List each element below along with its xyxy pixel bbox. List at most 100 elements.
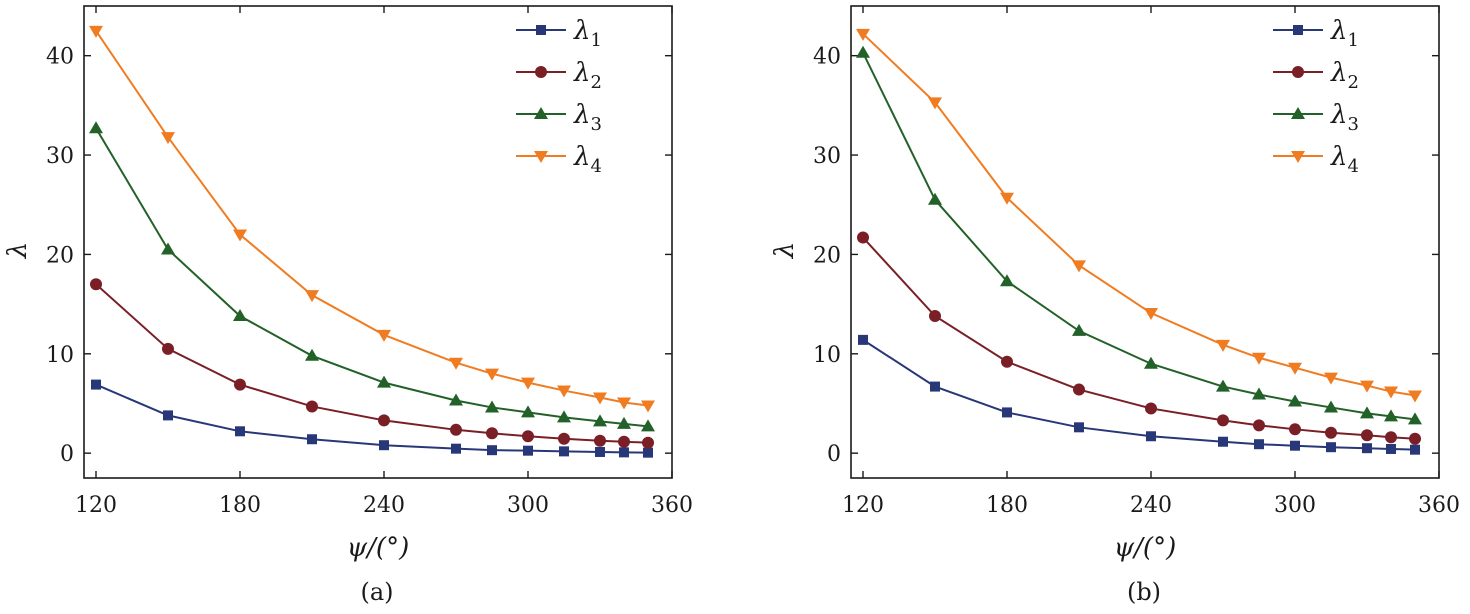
data-point: [449, 393, 463, 406]
data-point: [1360, 406, 1374, 419]
data-point: [928, 97, 942, 110]
data-point: [233, 229, 247, 242]
x-tick-label: 360: [1418, 493, 1460, 518]
data-point: [234, 378, 246, 391]
x-tick-label: 120: [75, 493, 117, 518]
data-point: [1001, 355, 1013, 368]
y-axis-label: λ: [3, 242, 33, 259]
legend-entry: λ4: [1273, 142, 1359, 177]
data-point: [1288, 394, 1302, 407]
data-point: [1254, 439, 1264, 450]
data-point: [1288, 362, 1302, 375]
x-tick-label: 300: [507, 493, 549, 518]
series-4: [89, 25, 655, 413]
data-point: [593, 392, 607, 405]
legend-entry: λ1: [516, 16, 602, 51]
data-point: [643, 447, 653, 458]
data-point: [521, 377, 535, 390]
data-point: [930, 381, 940, 392]
data-point: [521, 405, 535, 418]
legend-entry: λ2: [516, 58, 602, 93]
data-point: [1073, 383, 1085, 396]
data-point: [1290, 440, 1300, 451]
data-point: [1218, 436, 1228, 447]
data-point: [1362, 443, 1372, 454]
y-tick-label: 40: [813, 45, 841, 70]
data-point: [1289, 423, 1301, 436]
data-point: [593, 414, 607, 427]
y-tick-label: 20: [46, 243, 74, 268]
data-point: [161, 242, 175, 255]
data-point: [1410, 444, 1420, 455]
legend-marker: [1291, 107, 1305, 119]
data-point: [557, 410, 571, 423]
legend-entry: λ4: [516, 142, 602, 177]
x-tick-label: 240: [1130, 493, 1172, 518]
data-point: [378, 414, 390, 427]
series-line: [95, 127, 649, 428]
data-point: [1000, 274, 1014, 287]
data-point: [233, 309, 247, 322]
data-point: [557, 385, 571, 398]
y-tick-label: 10: [813, 343, 841, 368]
legend-label: λ3: [573, 100, 602, 135]
data-point: [1074, 422, 1084, 433]
data-point: [485, 368, 499, 381]
data-point: [558, 432, 570, 445]
x-axis-label: ψ/(°): [1114, 533, 1176, 563]
data-point: [856, 45, 870, 58]
legend-label: λ2: [573, 58, 602, 93]
legend-entry: λ2: [1273, 58, 1359, 93]
data-point: [1408, 390, 1422, 403]
y-axis-label: λ: [770, 242, 800, 259]
legend-label: λ1: [1330, 16, 1359, 51]
data-point: [1253, 419, 1265, 432]
data-point: [617, 397, 631, 410]
data-point: [163, 410, 173, 421]
data-point: [235, 426, 245, 437]
plot-frame: [83, 5, 673, 479]
data-point: [487, 445, 497, 456]
x-axis-label: ψ/(°): [347, 533, 409, 563]
legend-marker: [534, 107, 548, 119]
data-point: [1252, 352, 1266, 365]
data-point: [619, 447, 629, 458]
legend-label: λ4: [1330, 142, 1359, 177]
data-point: [617, 416, 631, 429]
series-2: [857, 231, 1421, 445]
series-3: [89, 121, 655, 432]
data-point: [522, 430, 534, 443]
data-point: [305, 348, 319, 361]
legend-entry: λ3: [516, 100, 602, 135]
data-point: [1217, 414, 1229, 427]
panel-caption: (b): [1127, 578, 1161, 606]
data-point: [1325, 426, 1337, 439]
data-point: [857, 231, 869, 244]
data-point: [1146, 431, 1156, 442]
y-tick-label: 40: [46, 45, 74, 70]
data-point: [618, 435, 630, 448]
data-point: [449, 357, 463, 370]
data-point: [858, 334, 868, 345]
data-point: [1216, 379, 1230, 392]
legend-entry: λ1: [1273, 16, 1359, 51]
data-point: [1144, 356, 1158, 369]
data-point: [377, 375, 391, 388]
data-point: [89, 25, 103, 38]
legend-marker: [535, 66, 547, 78]
series-1: [91, 379, 653, 458]
data-point: [305, 290, 319, 303]
x-tick-label: 240: [363, 493, 405, 518]
legend-marker: [1292, 66, 1304, 78]
data-point: [377, 329, 391, 342]
legend-entry: λ3: [1273, 100, 1359, 135]
data-point: [1386, 443, 1396, 454]
panel-caption: (a): [360, 578, 393, 606]
legend-marker: [1291, 151, 1305, 163]
data-point: [90, 278, 102, 291]
y-tick-label: 30: [46, 144, 74, 169]
data-point: [594, 434, 606, 447]
data-point: [856, 28, 870, 41]
series-3: [856, 45, 1422, 425]
